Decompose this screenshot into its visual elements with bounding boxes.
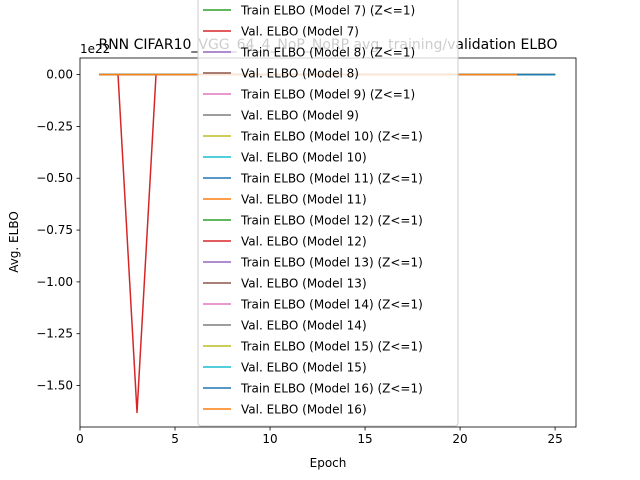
- x-tick-label: 5: [171, 432, 179, 446]
- legend-box: [197, 0, 459, 427]
- legend-entry-label: Train ELBO (Model 10) (Z<=1): [240, 130, 423, 144]
- legend-entry-label: Train ELBO (Model 13) (Z<=1): [240, 256, 423, 270]
- legend-entry-label: Train ELBO (Model 12) (Z<=1): [240, 214, 423, 228]
- y-tick-label: −1.00: [36, 275, 73, 289]
- legend-entry-label: Train ELBO (Model 9) (Z<=1): [240, 88, 415, 102]
- legend-entry-label: Train ELBO (Model 8) (Z<=1): [240, 46, 415, 60]
- x-axis-ticks: 0 5 10 15 20 25: [76, 427, 563, 446]
- legend-entry-label: Train ELBO (Model 14) (Z<=1): [240, 298, 423, 312]
- y-tick-label: −0.50: [36, 171, 73, 185]
- x-tick-label: 25: [547, 432, 562, 446]
- x-tick-label: 15: [357, 432, 372, 446]
- legend-entry-label: Val. ELBO (Model 13): [241, 277, 367, 291]
- y-tick-label: −1.50: [36, 379, 73, 393]
- legend-entry-label: Val. ELBO (Model 8): [241, 67, 359, 81]
- legend-entry-label: Val. ELBO (Model 15): [241, 361, 367, 375]
- y-tick-label: −1.25: [36, 327, 73, 341]
- x-axis-label: Epoch: [310, 456, 347, 470]
- legend-entry-label: Val. ELBO (Model 14): [241, 319, 367, 333]
- legend-entry-label: Train ELBO (Model 11) (Z<=1): [240, 172, 423, 186]
- y-axis-ticks: 0.00 −0.25 −0.50 −0.75 −1.00 −1.25 −1.50: [36, 68, 80, 393]
- y-tick-label: −0.25: [36, 119, 73, 133]
- legend-entry-label: Val. ELBO (Model 10): [241, 151, 367, 165]
- legend-entry-label: Train ELBO (Model 15) (Z<=1): [240, 340, 423, 354]
- y-tick-label: −0.75: [36, 223, 73, 237]
- legend-entry-label: Val. ELBO (Model 9): [241, 109, 359, 123]
- legend-entry-label: Val. ELBO (Model 11): [241, 193, 367, 207]
- legend: Train ELBO (Model 7) (Z<=1) Val. ELBO (Mo…: [197, 0, 459, 427]
- legend-entry-label: Val. ELBO (Model 16): [241, 403, 367, 417]
- y-axis-label: Avg. ELBO: [7, 211, 21, 273]
- x-tick-label: 0: [76, 432, 84, 446]
- legend-entry-label: Val. ELBO (Model 12): [241, 235, 367, 249]
- legend-entry-label: Val. ELBO (Model 7): [241, 25, 359, 39]
- x-tick-label: 10: [262, 432, 277, 446]
- legend-entry-label: Train ELBO (Model 7) (Z<=1): [240, 4, 415, 18]
- legend-entry-label: Train ELBO (Model 16) (Z<=1): [240, 382, 423, 396]
- y-axis-offset-label: 1e22: [80, 42, 110, 56]
- x-tick-label: 20: [452, 432, 467, 446]
- y-tick-label: 0.00: [46, 68, 73, 82]
